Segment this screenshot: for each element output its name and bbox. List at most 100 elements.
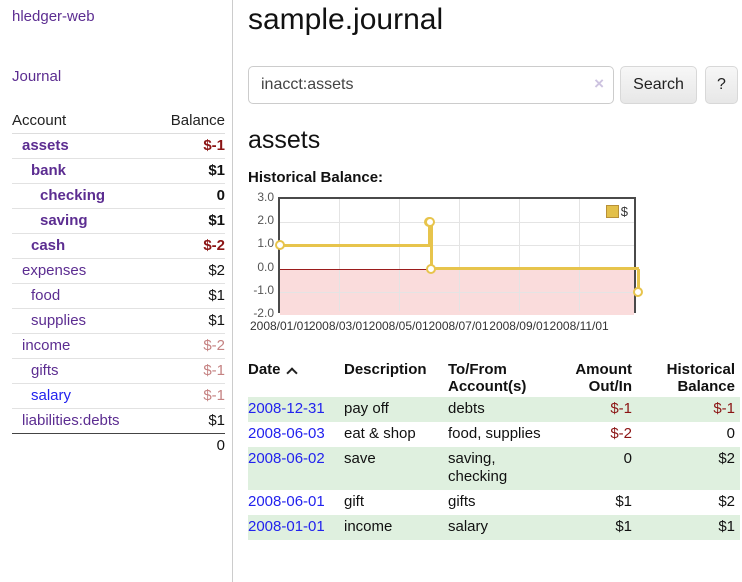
transaction-balance: 0 [726,425,735,442]
account-balance: $-2 [153,333,225,359]
chart-line-segment [636,268,640,292]
nav-journal-link[interactable]: Journal [12,68,62,85]
accounts-header-account: Account [12,109,154,134]
chart-point-marker [275,240,285,251]
chart-line-segment [427,222,431,246]
account-row: bank $1 [12,158,225,184]
account-link[interactable]: food [31,287,61,304]
transaction-date-link[interactable]: 2008-01-01 [248,518,325,535]
help-button[interactable]: ? [705,66,738,104]
transaction-amount: $1 [615,518,632,535]
chart-x-tick-label: 2008/03/01 [308,319,369,333]
transaction-amount: $-1 [610,400,632,417]
chart-gridline [338,199,340,311]
register-header-description: Description [344,361,427,378]
account-link[interactable]: gifts [31,362,59,379]
account-link[interactable]: saving [40,212,88,229]
account-row: expenses $2 [12,258,225,284]
transaction-amount: $1 [615,493,632,510]
account-row: checking 0 [12,183,225,209]
transaction-description: gift [344,493,365,510]
chart-y-tick-label: 0.0 [257,259,274,274]
chart-point-marker [426,263,437,274]
transaction-accounts: salary [448,518,489,535]
chart-point-marker [425,217,436,228]
app-title-link[interactable]: hledger-web [12,8,95,25]
account-balance: $-2 [153,233,225,259]
transaction-date-link[interactable]: 2008-06-02 [248,450,325,467]
transaction-balance: $2 [718,493,735,510]
chart-y-tick-label: 2.0 [257,213,274,228]
account-balance: $-1 [203,137,225,154]
account-balance: $2 [153,258,225,284]
register-header-date[interactable]: Date [248,359,344,397]
sidebar: hledger-web Journal Account Balance asse… [0,0,233,582]
account-link[interactable]: income [22,337,71,354]
account-balance: $1 [153,308,225,334]
account-link[interactable]: assets [22,137,69,154]
transaction-accounts: gifts [448,493,476,510]
account-link[interactable]: expenses [22,262,87,279]
register-row: 2008-06-01 gift gifts $1 $2 [248,490,740,515]
transaction-description: save [344,450,376,467]
chart-line-segment [429,222,433,269]
register-header-balance: Historical Balance [666,361,735,395]
account-balance: $1 [153,158,225,184]
chevron-up-icon [285,367,298,379]
account-link[interactable]: bank [31,162,67,179]
chart-gridline [280,222,634,224]
chart-x-tick-label: 2008/01/01 [249,319,311,333]
account-link[interactable]: checking [40,187,106,204]
transaction-description: income [344,518,393,535]
sidebar-total-row: 0 [12,433,225,457]
legend-label: $ [620,204,628,219]
account-balance: $1 [153,208,225,234]
chart-legend: $ [605,204,628,219]
accounts-table: Account Balance assets $-1 bank $1 checking 0… [12,109,225,457]
account-row: supplies $1 [12,308,225,334]
transaction-date-link[interactable]: 2008-06-01 [248,493,325,510]
sidebar-total-balance: 0 [153,433,225,457]
transaction-amount: $-2 [610,425,632,442]
transaction-date-link[interactable]: 2008-06-03 [248,425,325,442]
chart-x-tick-label: 2008/09/01 [489,319,550,333]
transaction-accounts: saving, checking [448,450,508,485]
transaction-balance: $2 [718,450,735,467]
transaction-description: eat & shop [344,425,416,442]
transaction-date-link[interactable]: 2008-12-31 [248,400,325,417]
transaction-accounts: debts [448,400,485,417]
chart-section-label: Historical Balance: [248,169,384,186]
account-link[interactable]: supplies [31,312,87,329]
register-table-body: 2008-12-31 pay off debts $-1 $-1 2008-06-03 ea… [248,397,740,540]
transaction-description: pay off [344,400,389,417]
account-link[interactable]: salary [31,387,72,404]
account-balance: $1 [153,283,225,309]
account-row: saving $1 [12,208,225,234]
search-button[interactable]: Search [620,66,697,104]
search-form: × Search ? [248,66,740,104]
chart-gridline [280,245,634,247]
register-header-accounts: To/From Account(s) [448,361,527,395]
account-row: food $1 [12,283,225,309]
chart-gridline [398,199,400,311]
chart-y-tick-label: -2.0 [253,306,274,320]
account-link[interactable]: cash [31,237,66,254]
chart-plot: $ [275,197,643,315]
account-row: gifts $-1 [12,358,225,384]
register-header-amount: Amount Out/In [575,361,632,395]
historical-balance-chart: 3.0 2.0 1.0 0.0 -1.0 -2.0 $ 2008/01/01 2008/03… [248,190,740,337]
account-row: liabilities:debts $1 [12,408,225,434]
account-balance: $-1 [153,383,225,409]
account-row: cash $-2 [12,233,225,259]
chart-gridline [519,199,521,311]
register-row: 2008-06-03 eat & shop food, supplies $-2 0 [248,422,740,447]
register-row: 2008-12-31 pay off debts $-1 $-1 [248,397,740,422]
account-link[interactable]: liabilities:debts [22,412,120,429]
register-row: 2008-01-01 income salary $1 $1 [248,515,740,540]
chart-point-marker [633,286,643,297]
search-input[interactable] [248,66,614,104]
clear-search-icon[interactable]: × [594,74,604,93]
account-balance: 0 [153,183,225,209]
accounts-header-balance: Balance [153,109,225,134]
account-row: salary $-1 [12,383,225,409]
